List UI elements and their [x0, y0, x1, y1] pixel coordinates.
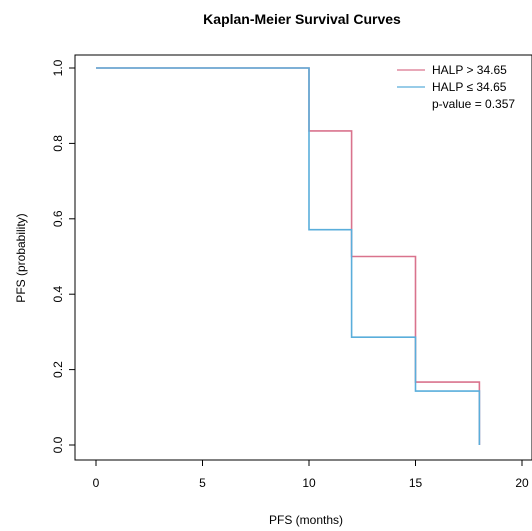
legend-label-halp-high: HALP > 34.65: [432, 63, 507, 77]
y-tick-label: 0.2: [51, 361, 65, 378]
x-axis: 0 5 10 15 20: [93, 459, 529, 490]
x-tick-label: 20: [515, 476, 529, 490]
y-axis: 0.0 0.2 0.4 0.6 0.8 1.0: [51, 59, 76, 453]
legend-label-halp-low: HALP ≤ 34.65: [432, 80, 507, 94]
x-tick-label: 10: [302, 476, 316, 490]
y-tick-label: 0.6: [51, 210, 65, 227]
y-tick-label: 0.8: [51, 135, 65, 152]
y-axis-label: PFS (probability): [14, 213, 28, 302]
x-axis-label: PFS (months): [269, 513, 343, 527]
x-tick-label: 15: [409, 476, 423, 490]
plot-frame: [74, 54, 532, 461]
x-tick-label: 5: [199, 476, 206, 490]
x-tick-label: 0: [93, 476, 100, 490]
y-tick-label: 1.0: [51, 59, 65, 76]
legend: HALP > 34.65 HALP ≤ 34.65 p-value = 0.35…: [397, 63, 515, 111]
series-layer: [96, 67, 481, 445]
km-step-curve-halp-high: [96, 67, 481, 445]
p-value-annotation: p-value = 0.357: [432, 97, 515, 111]
y-tick-label: 0.4: [51, 286, 65, 303]
y-tick-label: 0.0: [51, 436, 65, 453]
chart-title: Kaplan-Meier Survival Curves: [203, 11, 401, 27]
km-step-curve-halp-low: [96, 67, 481, 445]
